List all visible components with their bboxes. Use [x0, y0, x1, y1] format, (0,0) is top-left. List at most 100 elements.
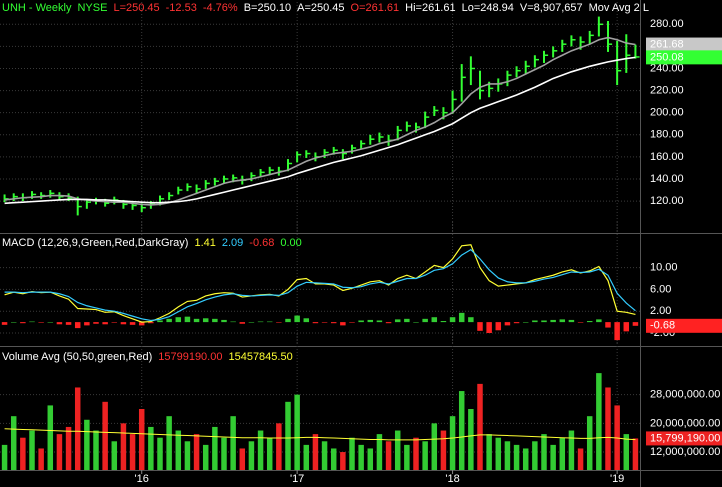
volume-bar: [394, 430, 401, 470]
histogram-bar: [404, 318, 410, 323]
volume-bar: [65, 426, 72, 470]
volume-bar: [513, 444, 520, 470]
histogram-bar: [449, 317, 456, 323]
histogram-bar: [111, 322, 118, 323]
y-tick-label: 10.00: [650, 262, 678, 274]
volume-bar: [431, 423, 438, 470]
volume-bar: [20, 437, 26, 470]
histogram-bar: [605, 322, 611, 328]
y-tick-label: 12,000,000.00: [650, 446, 720, 458]
volume-bar: [266, 437, 273, 470]
header-text: MACD (12,26,9,Green,Red,DarkGray): [2, 237, 188, 249]
volume-bar: [367, 448, 374, 470]
volume-bar: [349, 437, 355, 470]
value-tag-label: 15,799,190.00: [650, 432, 720, 444]
y-tick-label: 140.00: [650, 173, 684, 185]
header-text: Mov Avg 2 L: [589, 2, 649, 14]
header-text: L=250.45: [113, 2, 159, 14]
histogram-bar: [596, 319, 602, 323]
volume-bar: [605, 387, 611, 470]
histogram-bar: [303, 318, 310, 323]
panel-header: MACD (12,26,9,Green,Red,DarkGray) 1.41 2.0…: [2, 237, 302, 249]
histogram-bar: [358, 320, 364, 323]
histogram-bar: [376, 320, 383, 323]
header-text: Hi=261.61: [405, 2, 455, 14]
histogram-bar: [577, 322, 584, 323]
volume-bar: [340, 452, 346, 470]
histogram-bar: [93, 322, 99, 324]
histogram-bar: [568, 319, 575, 323]
volume-bar: [440, 430, 447, 470]
volume-bar: [166, 416, 172, 470]
moving-average-line: [4, 36, 636, 206]
y-tick-label: 200.00: [650, 107, 684, 119]
volume-bar: [568, 430, 575, 470]
macd-line: [4, 248, 636, 322]
value-tag: [646, 318, 722, 333]
volume-bar: [276, 423, 282, 470]
y-tick-label: 220.00: [650, 84, 684, 96]
volume-bar: [495, 437, 502, 470]
histogram-bar: [74, 322, 81, 329]
volume-bar: [303, 444, 310, 470]
volume-bar: [330, 448, 337, 470]
x-tick-label: '18: [445, 473, 459, 485]
histogram-bar: [202, 318, 209, 323]
volume-bar: [559, 437, 566, 470]
value-tag-label: 250.08: [650, 51, 684, 63]
volume-bar: [29, 430, 35, 470]
volume-bar: [413, 437, 419, 470]
histogram-bar: [614, 322, 620, 341]
histogram-bar: [321, 322, 328, 323]
histogram-bar: [230, 321, 236, 323]
header-text: 0.00: [280, 237, 301, 249]
volume-bar: [184, 441, 191, 470]
header-text: 15457845.50: [228, 351, 292, 363]
value-tag: [646, 50, 722, 65]
histogram-bar: [504, 322, 511, 326]
y-tick-label: 2.00: [650, 305, 671, 317]
volume-bar: [532, 441, 538, 470]
y-tick-label: 6.00: [650, 283, 671, 295]
histogram-bar: [47, 322, 54, 323]
volume-bar: [74, 387, 81, 470]
histogram-bar: [513, 322, 520, 324]
histogram-bar: [157, 320, 163, 323]
histogram-bar: [477, 322, 483, 331]
volume-bar: [230, 416, 236, 470]
histogram-bar: [522, 322, 529, 323]
volume-average-line: [4, 428, 636, 441]
histogram-bar: [623, 322, 630, 332]
histogram-bar: [550, 319, 556, 323]
histogram-bar: [285, 318, 291, 323]
histogram-bar: [65, 322, 72, 325]
volume-bar: [285, 401, 291, 470]
volume-bar: [221, 437, 227, 470]
header-text: UNH - Weekly: [2, 2, 72, 14]
histogram-bar: [166, 318, 172, 323]
histogram-bar: [221, 319, 227, 323]
histogram-bar: [330, 322, 337, 324]
header-text: Lo=248.94: [462, 2, 514, 14]
volume-bar: [449, 416, 456, 470]
volume-bar: [193, 434, 200, 470]
x-tick-label: '16: [135, 473, 149, 485]
volume-bar: [623, 434, 630, 470]
header-text: Volume Avg (50,50,green,Red): [2, 351, 152, 363]
volume-bar: [321, 441, 328, 470]
histogram-bar: [84, 322, 90, 326]
y-tick-label: 28,000,000.00: [650, 389, 720, 401]
header-text: B=250.10: [244, 2, 291, 14]
volume-bar: [632, 438, 639, 470]
header-text: A=250.45: [297, 2, 344, 14]
histogram-bar: [440, 321, 447, 323]
volume-bar: [93, 430, 99, 470]
histogram-bar: [175, 317, 182, 323]
value-tag: [646, 431, 722, 446]
histogram-bar: [1, 322, 8, 325]
moving-average-line: [4, 56, 636, 205]
volume-bar: [111, 441, 118, 470]
volume-bar: [522, 448, 529, 470]
header-text: 15799190.00: [158, 351, 222, 363]
